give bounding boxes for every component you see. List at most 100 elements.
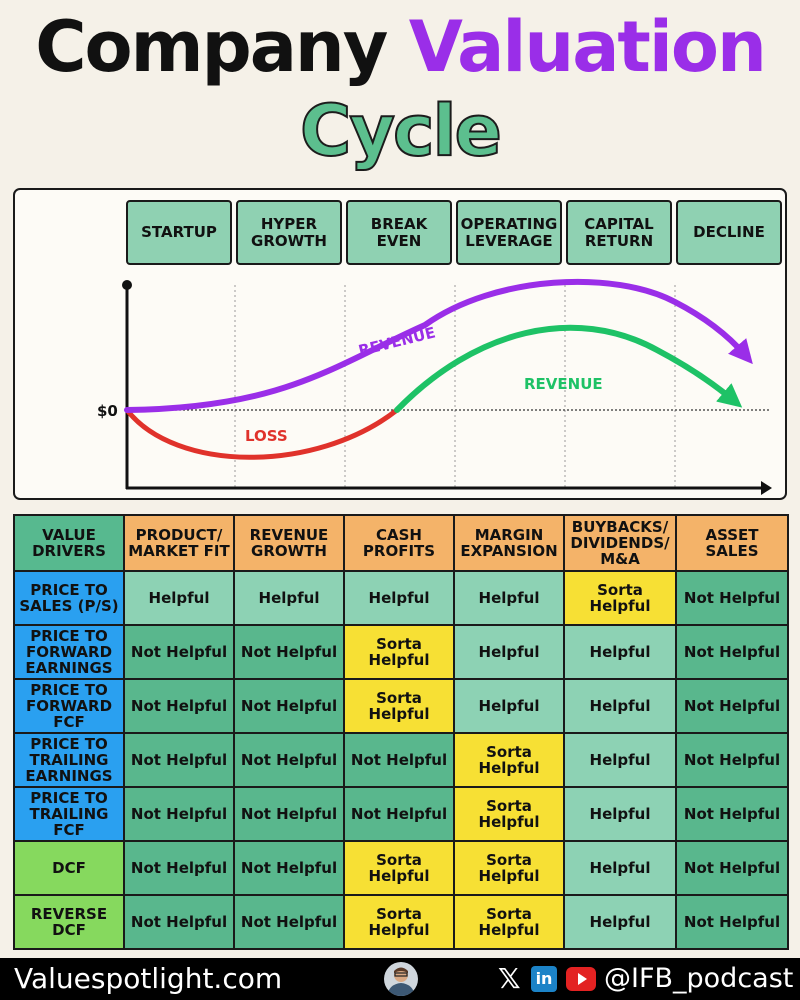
row-label: PRICE TO TRAILING FCF (13, 786, 125, 842)
row-label: PRICE TO FORWARD EARNINGS (13, 624, 125, 680)
cell-not-helpful: Not Helpful (123, 840, 235, 896)
header-product-market-fit: PRODUCT/MARKET FIT (123, 514, 235, 572)
cell-not-helpful: Not Helpful (123, 786, 235, 842)
cell-not-helpful: Not Helpful (123, 624, 235, 680)
title-word-valuation: Valuation (408, 6, 767, 88)
title-line-1: Company Valuation (0, 2, 800, 92)
cell-not-helpful: Not Helpful (675, 624, 789, 680)
cell-helpful: Helpful (563, 786, 677, 842)
stage-break-even: BREAK EVEN (346, 200, 452, 265)
cell-not-helpful: Not Helpful (675, 840, 789, 896)
cell-not-helpful: Not Helpful (123, 732, 235, 788)
header-cash-profits: CASH PROFITS (343, 514, 455, 572)
podcast-handle[interactable]: @IFB_podcast (604, 963, 794, 994)
table-row: REVERSE DCF Not Helpful Not Helpful Sorta He… (13, 894, 789, 950)
cell-not-helpful: Not Helpful (233, 786, 345, 842)
stage-label: LEVERAGE (465, 231, 553, 250)
table-row: PRICE TO FORWARD FCF Not Helpful Not Helpful… (13, 678, 789, 734)
cell-not-helpful: Not Helpful (123, 678, 235, 734)
cell-not-helpful: Not Helpful (233, 624, 345, 680)
stage-label: EVEN (376, 231, 422, 250)
cell-sorta-helpful: Sorta Helpful (453, 840, 565, 896)
cell-sorta-helpful: Sorta Helpful (453, 894, 565, 950)
stage-startup: STARTUP (126, 200, 232, 265)
stage-label: OPERATING (460, 214, 558, 233)
zero-label: $0 (97, 402, 118, 420)
cell-not-helpful: Not Helpful (233, 678, 345, 734)
stage-capital-return: CAPITAL RETURN (566, 200, 672, 265)
loss-label: LOSS (245, 427, 288, 445)
table-row: PRICE TO TRAILING FCF Not Helpful Not Helpfu… (13, 786, 789, 842)
title-word-cycle: Cycle (299, 89, 503, 173)
row-label: REVERSE DCF (13, 894, 125, 950)
row-label: PRICE TO FORWARD FCF (13, 678, 125, 734)
x-axis-arrow (761, 481, 772, 495)
stage-label: GROWTH (251, 231, 327, 250)
cycle-curves: $0 REVENUE REVENUE LOSS (97, 278, 772, 495)
cell-not-helpful: Not Helpful (675, 678, 789, 734)
stage-label: BREAK (370, 214, 428, 233)
row-label: DCF (13, 840, 125, 896)
table-row: DCF Not Helpful Not Helpful Sorta Helpful So… (13, 840, 789, 896)
header-revenue-growth: REVENUE GROWTH (233, 514, 345, 572)
revenue-curve-purple (124, 278, 753, 413)
cell-sorta-helpful: Sorta Helpful (453, 786, 565, 842)
cell-helpful: Helpful (453, 678, 565, 734)
revenue-curve-green (394, 324, 743, 413)
stage-label: STARTUP (141, 223, 217, 241)
cell-helpful: Helpful (563, 624, 677, 680)
stage-hyper-growth: HYPER GROWTH (236, 200, 342, 265)
title-word-company: Company (35, 6, 388, 88)
revenue-label-green: REVENUE (524, 375, 603, 393)
table-body: PRICE TO SALES (P/S) Helpful Helpful Helpful… (13, 570, 789, 950)
cell-sorta-helpful: Sorta Helpful (563, 570, 677, 626)
stage-label: RETURN (584, 231, 654, 250)
table-row: PRICE TO FORWARD EARNINGS Not Helpful Not He… (13, 624, 789, 680)
stage-label: HYPER (260, 214, 318, 233)
cell-not-helpful: Not Helpful (675, 786, 789, 842)
cell-not-helpful: Not Helpful (123, 894, 235, 950)
row-label: PRICE TO TRAILING EARNINGS (13, 732, 125, 788)
cell-not-helpful: Not Helpful (233, 840, 345, 896)
cell-helpful: Helpful (343, 570, 455, 626)
stage-label: CAPITAL (584, 214, 654, 233)
table-header-row: VALUE DRIVERS PRODUCT/MARKET FIT REVENUE G… (13, 514, 789, 572)
cell-helpful: Helpful (563, 840, 677, 896)
header-buybacks-dividends-ma: BUYBACKS/DIVIDENDS/M&A (563, 514, 677, 572)
stage-separators (234, 285, 676, 488)
value-drivers-corner: VALUE DRIVERS (13, 514, 125, 572)
cell-not-helpful: Not Helpful (675, 732, 789, 788)
cell-helpful: Helpful (453, 570, 565, 626)
site-link[interactable]: Valuespotlight.com (14, 962, 283, 995)
cell-sorta-helpful: Sorta Helpful (343, 840, 455, 896)
cell-not-helpful: Not Helpful (343, 786, 455, 842)
linkedin-icon[interactable]: in (531, 966, 557, 992)
cell-sorta-helpful: Sorta Helpful (453, 732, 565, 788)
cell-helpful: Helpful (563, 732, 677, 788)
youtube-icon[interactable] (566, 967, 596, 991)
x-icon[interactable]: 𝕏 (498, 962, 521, 995)
avatar-icon (387, 967, 415, 996)
cell-not-helpful: Not Helpful (343, 732, 455, 788)
cell-sorta-helpful: Sorta Helpful (343, 894, 455, 950)
cell-sorta-helpful: Sorta Helpful (343, 624, 455, 680)
cell-helpful: Helpful (123, 570, 235, 626)
cell-not-helpful: Not Helpful (675, 570, 789, 626)
cell-helpful: Helpful (563, 678, 677, 734)
stage-operating-leverage: OPERATING LEVERAGE (456, 200, 562, 265)
cell-helpful: Helpful (233, 570, 345, 626)
stage-label: DECLINE (693, 223, 765, 241)
table-row: PRICE TO SALES (P/S) Helpful Helpful Helpful… (13, 570, 789, 626)
row-label: PRICE TO SALES (P/S) (13, 570, 125, 626)
header-margin-expansion: MARGIN EXPANSION (453, 514, 565, 572)
cell-helpful: Helpful (453, 624, 565, 680)
revenue-label-purple: REVENUE (357, 323, 438, 359)
table-row: PRICE TO TRAILING EARNINGS Not Helpful Not H… (13, 732, 789, 788)
value-drivers-table: VALUE DRIVERS PRODUCT/MARKET FIT REVENUE G… (13, 514, 789, 950)
cell-not-helpful: Not Helpful (233, 894, 345, 950)
stage-decline: DECLINE (676, 200, 782, 265)
footer-bar: Valuespotlight.com 𝕏 in @IFB_podcast (0, 958, 800, 1000)
cell-helpful: Helpful (563, 894, 677, 950)
avatar (384, 962, 418, 996)
header-asset-sales: ASSET SALES (675, 514, 789, 572)
